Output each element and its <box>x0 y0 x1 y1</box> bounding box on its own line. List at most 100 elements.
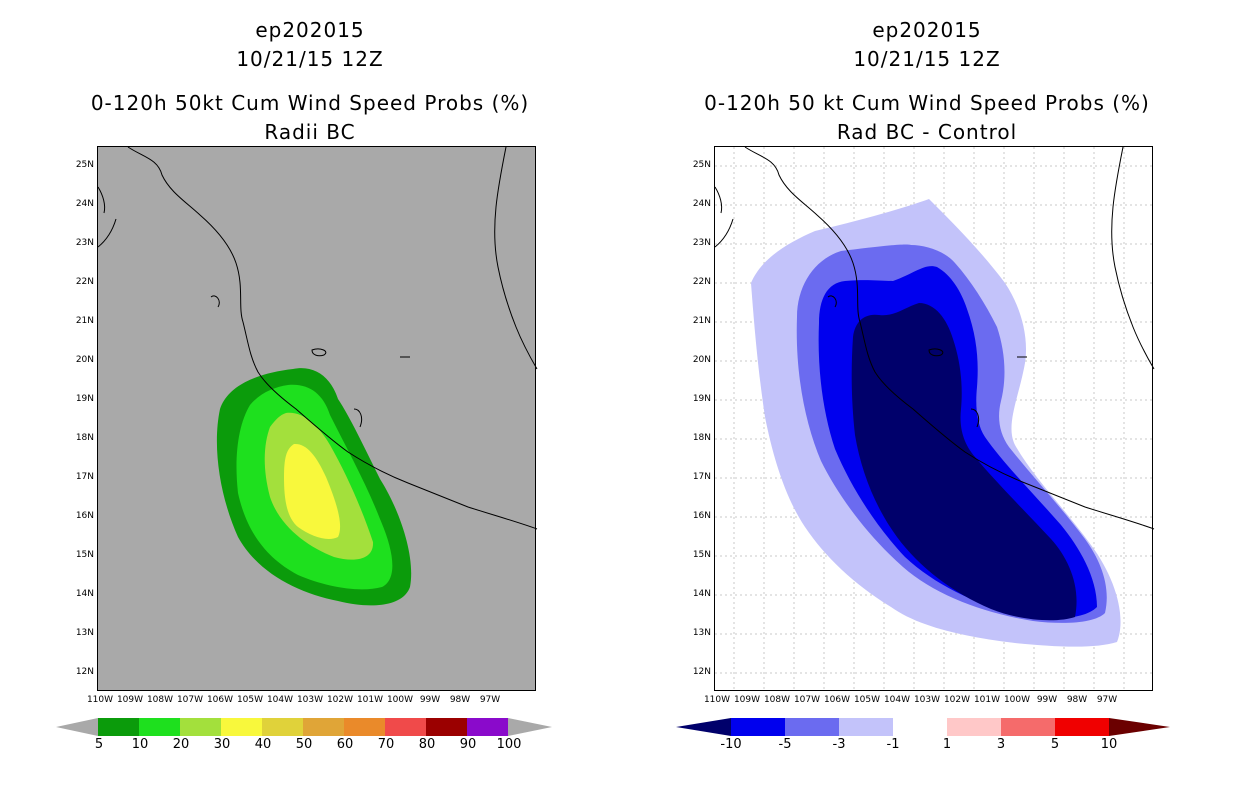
colorbar-swatch <box>893 718 947 736</box>
lon-label: 109W <box>733 695 761 705</box>
colorbar-label: 80 <box>418 737 436 752</box>
colorbar-swatch <box>731 718 785 736</box>
lon-label: 100W <box>386 695 414 705</box>
lon-label: 106W <box>206 695 234 705</box>
colorbar-high-arrow <box>508 718 552 736</box>
left-colorbar-graphic <box>56 718 552 736</box>
lat-label: 13N <box>692 628 711 638</box>
colorbar-label: 10 <box>1100 737 1118 752</box>
left-coastline <box>97 146 538 530</box>
lat-label: 12N <box>692 667 711 677</box>
left-title: 0-120h 50kt Cum Wind Speed Probs (%) <box>90 91 530 115</box>
lon-label: 101W <box>973 695 1001 705</box>
lon-label: 107W <box>793 695 821 705</box>
lon-label: 109W <box>116 695 144 705</box>
lon-label: 103W <box>296 695 324 705</box>
colorbar-label: 30 <box>213 737 231 752</box>
contour-minus-10 <box>851 303 1077 621</box>
lat-label: 17N <box>75 472 94 482</box>
right-colorbar <box>676 718 1176 736</box>
lat-label: 22N <box>75 277 94 287</box>
colorbar-swatch <box>467 718 508 736</box>
colorbar-swatch <box>385 718 426 736</box>
colorbar-swatch <box>180 718 221 736</box>
left-probability-contours <box>216 368 412 606</box>
colorbar-label: -5 <box>778 737 792 752</box>
colorbar-label: 70 <box>377 737 395 752</box>
lat-label: 22N <box>692 277 711 287</box>
colorbar-label: 50 <box>295 737 313 752</box>
colorbar-label: 60 <box>336 737 354 752</box>
lat-label: 23N <box>75 238 94 248</box>
lat-label: 19N <box>75 394 94 404</box>
colorbar-label: 5 <box>1050 737 1060 752</box>
colorbar-label: 1 <box>942 737 952 752</box>
colorbar-swatch <box>139 718 180 736</box>
colorbar-label: 10 <box>131 737 149 752</box>
lon-label: 104W <box>883 695 911 705</box>
colorbar-swatch <box>1055 718 1109 736</box>
lat-label: 16N <box>692 511 711 521</box>
lon-label: 105W <box>236 695 264 705</box>
lat-label: 19N <box>692 394 711 404</box>
lon-label: 105W <box>853 695 881 705</box>
lat-label: 14N <box>75 589 94 599</box>
colorbar-label: -3 <box>832 737 846 752</box>
right-map-graphic <box>714 146 1155 692</box>
lat-label: 18N <box>75 433 94 443</box>
colorbar-label: -1 <box>886 737 900 752</box>
colorbar-swatch <box>426 718 467 736</box>
lat-label: 25N <box>692 160 711 170</box>
lon-label: 98W <box>1066 695 1088 705</box>
left-map <box>97 146 538 691</box>
left-datetime: 10/21/15 12Z <box>236 47 384 71</box>
lon-label: 99W <box>419 695 441 705</box>
colorbar-swatch <box>221 718 262 736</box>
lat-label: 24N <box>692 199 711 209</box>
lat-label: 14N <box>692 589 711 599</box>
right-difference-contours <box>751 199 1121 647</box>
colorbar-swatch <box>262 718 303 736</box>
colorbar-swatch <box>785 718 839 736</box>
left-storm-id: ep202015 <box>255 18 365 42</box>
lon-label: 108W <box>146 695 174 705</box>
lon-label: 104W <box>266 695 294 705</box>
lon-label: 107W <box>176 695 204 705</box>
lat-label: 13N <box>75 628 94 638</box>
lon-label: 98W <box>449 695 471 705</box>
colorbar-swatch <box>98 718 139 736</box>
colorbar-low-arrow <box>56 718 98 736</box>
lat-label: 16N <box>75 511 94 521</box>
colorbar-label: 20 <box>172 737 190 752</box>
colorbar-label: 40 <box>254 737 272 752</box>
lat-label: 21N <box>75 316 94 326</box>
right-datetime: 10/21/15 12Z <box>853 47 1001 71</box>
lon-label: 102W <box>943 695 971 705</box>
lat-label: 15N <box>692 550 711 560</box>
right-subtitle: Rad BC - Control <box>836 120 1018 144</box>
lon-label: 97W <box>1096 695 1118 705</box>
lat-label: 15N <box>75 550 94 560</box>
colorbar-label: 90 <box>459 737 477 752</box>
lat-label: 18N <box>692 433 711 443</box>
lon-label: 108W <box>763 695 791 705</box>
left-map-graphic <box>97 146 538 606</box>
colorbar-label: 100 <box>496 737 522 752</box>
lat-label: 23N <box>692 238 711 248</box>
lon-label: 110W <box>86 695 114 705</box>
lat-label: 12N <box>75 667 94 677</box>
lon-label: 99W <box>1036 695 1058 705</box>
colorbar-label: -10 <box>720 737 742 752</box>
lon-label: 101W <box>356 695 384 705</box>
colorbar-label: 3 <box>996 737 1006 752</box>
contour-30 <box>284 443 341 539</box>
lon-label: 103W <box>913 695 941 705</box>
colorbar-label: 5 <box>94 737 104 752</box>
right-colorbar-graphic <box>676 718 1170 736</box>
lat-label: 25N <box>75 160 94 170</box>
lon-label: 97W <box>479 695 501 705</box>
colorbar-swatch <box>344 718 385 736</box>
right-coastline <box>714 146 1155 530</box>
left-colorbar <box>56 718 556 736</box>
colorbar-swatch <box>947 718 1001 736</box>
